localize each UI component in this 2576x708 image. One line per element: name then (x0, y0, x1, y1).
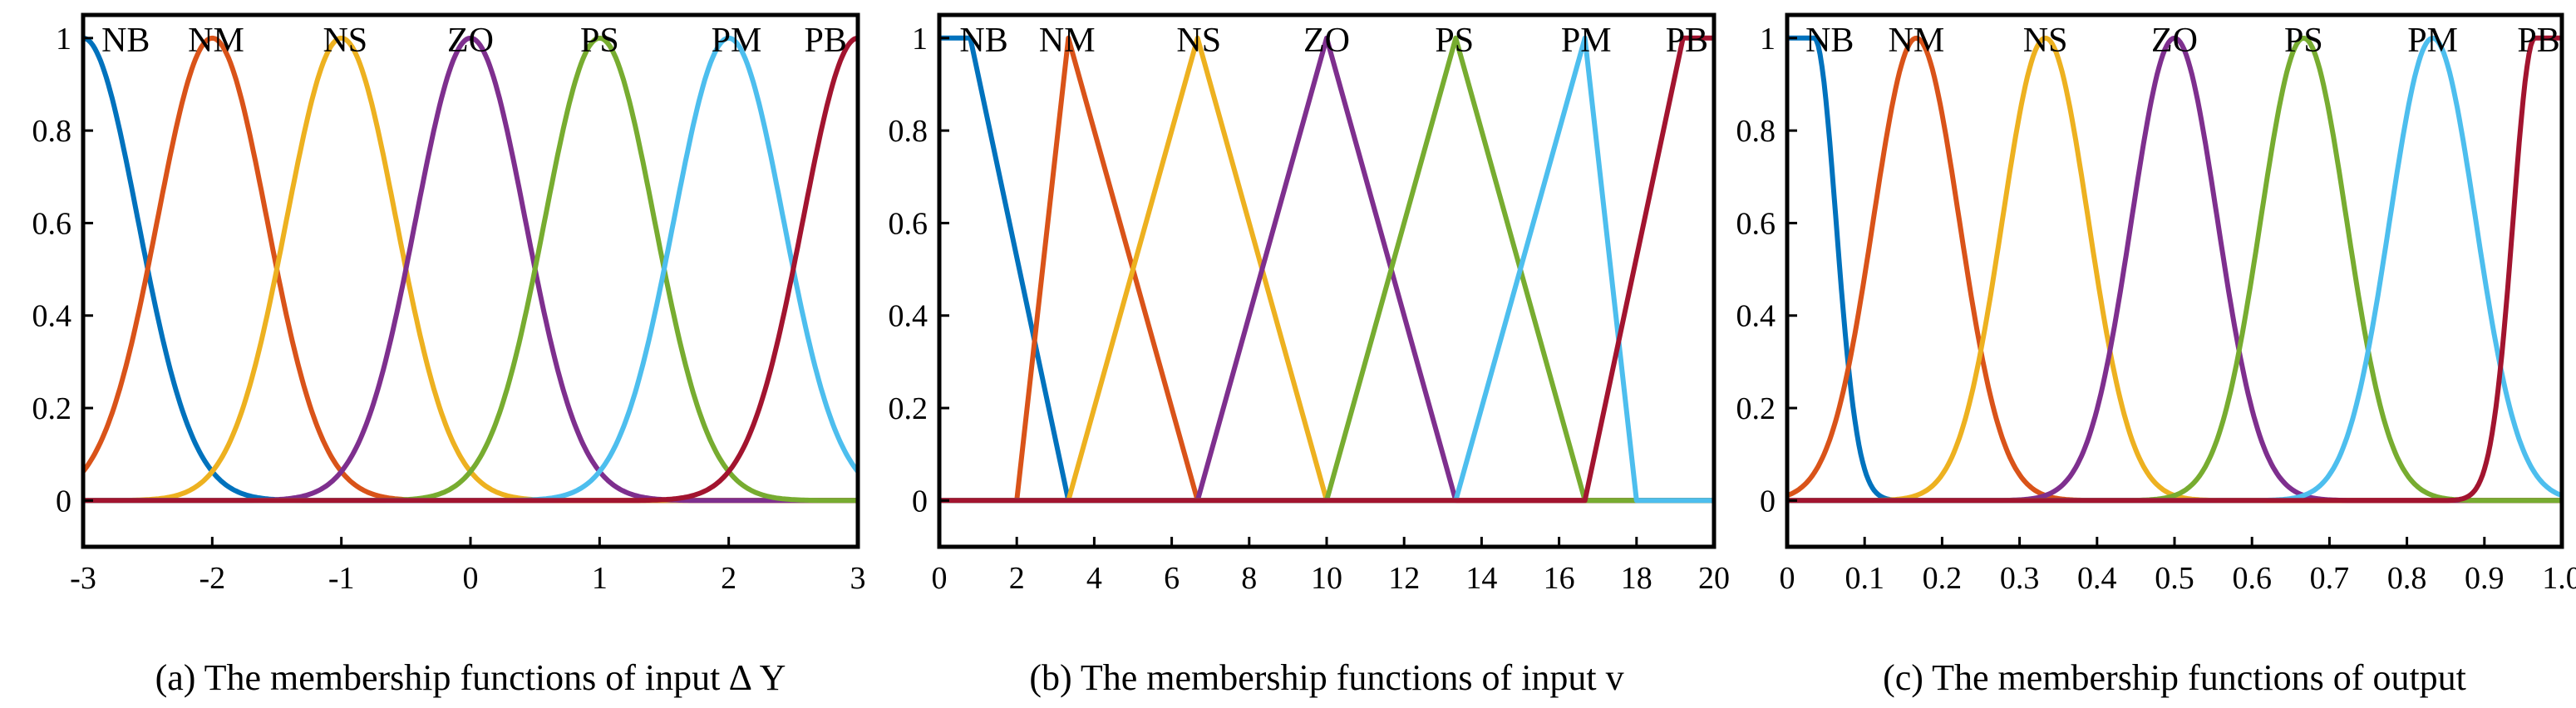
panel-c-series-pb (1786, 35, 2563, 504)
panel-a: 0 0.2 0.4 0.6 0.8 1 -3 -2 -1 0 1 2 3 NB NM NS ZO PS PM PB (… (32, 12, 866, 698)
panel-b-label-ps: PS (1435, 22, 1474, 60)
panel-b-xtick-label: 20 (1698, 561, 1730, 596)
panel-b-xtick-label: 16 (1544, 561, 1575, 596)
panel-c-caption: (c) The membership functions of output (1883, 657, 2466, 698)
panel-c-label-nb: NB (1805, 22, 1854, 60)
panel-a-label-nb: NB (101, 22, 150, 60)
panel-c-series-nb (1786, 35, 2563, 504)
panel-a-series-pb (82, 35, 859, 504)
panel-b-label-pm: PM (1561, 22, 1612, 60)
panel-b-xtick-label: 8 (1241, 561, 1257, 596)
panel-b-label-ns: NS (1176, 22, 1221, 60)
panel-c-xtick-label: 1.0 (2542, 561, 2576, 596)
panel-a-ytick-label: 0.8 (32, 114, 72, 149)
panel-c-series-ps (1786, 35, 2563, 504)
panel-b-label-zo: ZO (1303, 22, 1350, 60)
panel-c-xtick-label: 0.8 (2387, 561, 2427, 596)
panel-c-label-pm: PM (2407, 22, 2458, 60)
panel-b-ytick-label: 1 (912, 22, 928, 57)
panel-a-ytick-label: 0.6 (32, 206, 72, 241)
panel-a-xtick-label: 1 (592, 561, 608, 596)
panel-a-series-ps (82, 35, 859, 504)
panel-c-xtick-label: 0.9 (2465, 561, 2505, 596)
panel-c-axes-frame (1785, 12, 2564, 549)
panel-b-xtick-label: 18 (1621, 561, 1652, 596)
panel-a-label-pm: PM (712, 22, 762, 60)
panel-c-xtick-label: 0.4 (2077, 561, 2117, 596)
panel-c-ytick-label: 0.6 (1736, 206, 1776, 241)
panel-c-xtick-label: 0.1 (1845, 561, 1884, 596)
panel-a-xtick-label: 0 (463, 561, 479, 596)
panel-a-xtick-label: -3 (70, 561, 96, 596)
panel-a-series-ns (82, 35, 859, 504)
panel-b-xtick-label: 0 (932, 561, 948, 596)
panel-b-xtick-label: 12 (1388, 561, 1420, 596)
panel-c-label-pb: PB (2517, 22, 2559, 60)
panel-a-ytick-label: 1 (56, 22, 71, 57)
panel-b-ytick-label: 0.4 (889, 299, 928, 334)
panel-a-ytick-label: 0.4 (32, 299, 72, 334)
panel-a-series-pm (82, 35, 860, 504)
panel-b-ytick-label: 0.8 (889, 114, 928, 149)
panel-a-label-zo: ZO (447, 22, 494, 60)
panel-b-xtick-label: 2 (1009, 561, 1025, 596)
panel-c-ytick-label: 1 (1760, 22, 1776, 57)
panel-a-series-zo (82, 35, 859, 504)
panel-a-xtick-label: 2 (721, 561, 736, 596)
panel-c-series-nm (1786, 35, 2563, 504)
panel-b-label-pb: PB (1666, 22, 1708, 60)
panel-b-label-nm: NM (1039, 22, 1096, 60)
panel-b-label-nb: NB (959, 22, 1007, 60)
panel-a-label-ps: PS (580, 22, 619, 60)
panel-a-plot-area: 0 0.2 0.4 0.6 0.8 1 -3 -2 -1 0 1 2 3 NB NM NS ZO PS PM PB (32, 12, 866, 596)
panel-c-xtick-label: 0.3 (2000, 561, 2040, 596)
panel-c-label-ns: NS (2023, 22, 2068, 60)
panel-c-xtick-label: 0.6 (2232, 561, 2272, 596)
panel-a-label-ns: NS (323, 22, 367, 60)
panel-c-ytick-label: 0 (1760, 484, 1776, 519)
panel-c-ytick-label: 0.2 (1736, 391, 1776, 426)
panel-c-xtick-label: 0.2 (1923, 561, 1963, 596)
panel-b-ytick-label: 0 (912, 484, 928, 519)
panel-b-series-group (939, 35, 1714, 504)
panel-a-label-pb: PB (804, 22, 846, 60)
panel-b-xtick-label: 6 (1164, 561, 1180, 596)
panel-c-series-ns (1786, 35, 2563, 504)
panel-a-label-nm: NM (188, 22, 244, 60)
panel-c-label-zo: ZO (2151, 22, 2198, 60)
panel-c-xtick-label: 0 (1780, 561, 1795, 596)
panel-b-ytick-label: 0.6 (889, 206, 928, 241)
panel-a-series-nm (81, 35, 859, 504)
panel-c-label-nm: NM (1889, 22, 1945, 60)
panel-c-xtick-label: 0.7 (2310, 561, 2350, 596)
panel-a-xtick-label: 3 (850, 561, 866, 596)
panel-b-xtick-label: 10 (1311, 561, 1342, 596)
panel-a-series-group (81, 35, 860, 504)
panel-a-caption: (a) The membership functions of input ∆ … (155, 657, 786, 698)
panel-b-ytick-label: 0.2 (889, 391, 928, 426)
panel-c-series-group (1786, 35, 2563, 504)
panel-c: 0 0.2 0.4 0.6 0.8 1 0 0.1 0.2 0.3 0.4 0.5 0.6 0.7 0.8 0… (1736, 12, 2576, 698)
panel-b-xtick-label: 4 (1086, 561, 1102, 596)
panel-c-plot-area: 0 0.2 0.4 0.6 0.8 1 0 0.1 0.2 0.3 0.4 0.5 0.6 0.7 0.8 0… (1736, 12, 2576, 596)
panel-c-series-zo (1786, 35, 2563, 504)
panel-b-series-pb (939, 35, 1714, 504)
panel-a-series-nb (82, 35, 859, 504)
panel-c-xtick-label: 0.5 (2155, 561, 2194, 596)
panel-b-xtick-label: 14 (1465, 561, 1497, 596)
panel-b-caption: (b) The membership functions of input v (1029, 657, 1623, 698)
panel-a-xtick-label: -1 (328, 561, 355, 596)
panel-c-label-ps: PS (2284, 22, 2323, 60)
panel-a-axes-frame (81, 12, 860, 549)
panel-c-series-pm (1786, 35, 2563, 504)
panel-a-ytick-label: 0 (56, 484, 71, 519)
panel-c-ytick-label: 0.8 (1736, 114, 1776, 149)
panel-a-ytick-label: 0.2 (32, 391, 72, 426)
panel-a-xtick-label: -2 (199, 561, 226, 596)
panel-b-axes-frame (937, 12, 1717, 549)
panel-c-ytick-label: 0.4 (1736, 299, 1776, 334)
